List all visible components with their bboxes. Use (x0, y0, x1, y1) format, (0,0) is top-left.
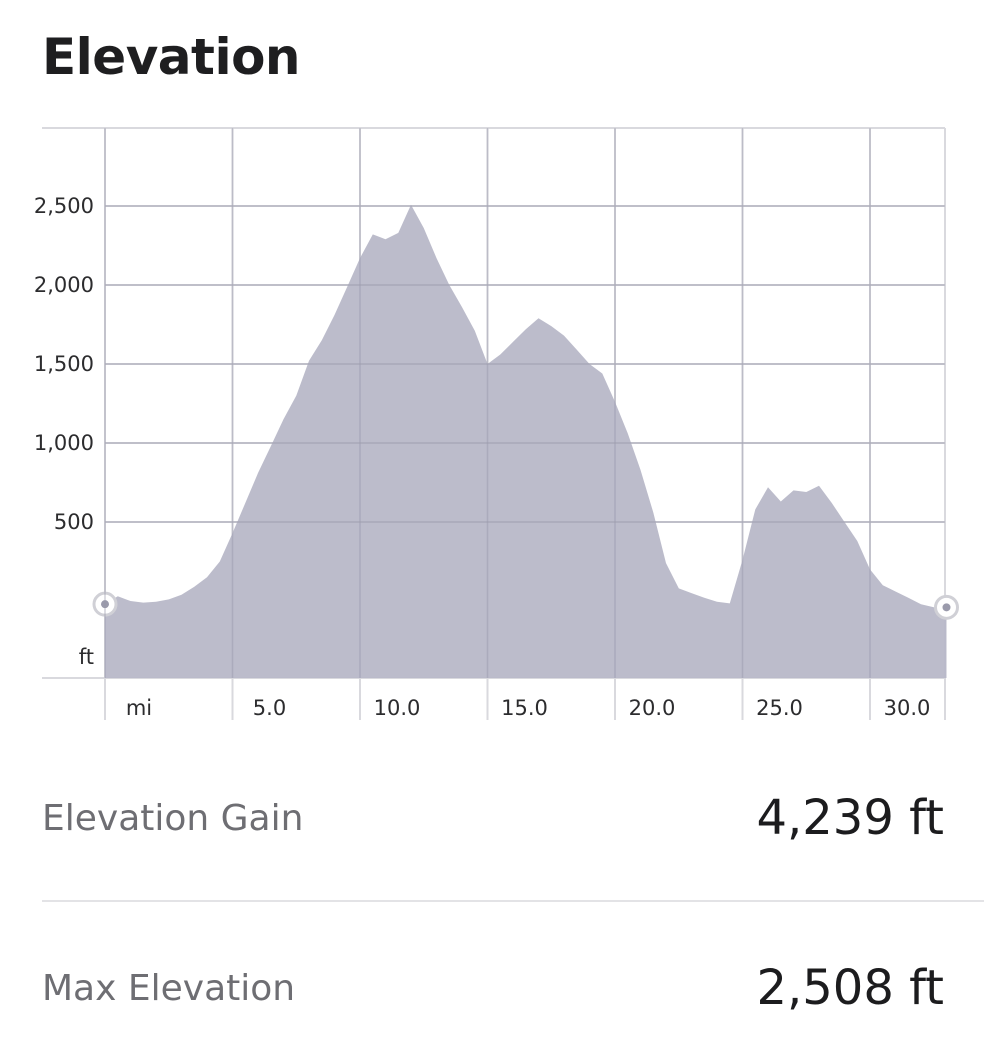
max-elevation-label: Max Elevation (42, 968, 296, 1009)
range-end-handle[interactable] (934, 594, 959, 620)
range-start-handle[interactable] (92, 591, 118, 617)
max-elevation-row: Max Elevation 2,508 ft (42, 960, 944, 1048)
y-axis-unit-label: ft (79, 645, 94, 669)
x-axis-labels: 5.0 10.0 15.0 20.0 25.0 30.0 (253, 696, 931, 720)
elevation-chart: 500 1,000 1,500 2,000 2,500 5.0 10.0 15.0 20.0 2… (34, 127, 959, 720)
range-handles (92, 591, 959, 620)
elevation-gain-row: Elevation Gain 4,239 ft (42, 790, 944, 878)
max-elevation-value: 2,508 ft (756, 960, 944, 1016)
x-tick-label: 15.0 (501, 696, 548, 720)
grid-overlay (104, 128, 945, 678)
page-title: Elevation (42, 28, 301, 86)
y-tick-label: 500 (54, 510, 94, 534)
x-tick-label: 30.0 (884, 696, 931, 720)
y-tick-label: 1,000 (34, 431, 94, 455)
x-axis-unit-label: mi (126, 696, 152, 720)
divider (42, 900, 984, 902)
x-tick-label: 10.0 (374, 696, 421, 720)
y-tick-label: 2,000 (34, 273, 94, 297)
y-axis-labels: 500 1,000 1,500 2,000 2,500 (34, 194, 94, 534)
elevation-area (105, 204, 947, 678)
handle-dot (942, 603, 951, 612)
elevation-gain-value: 4,239 ft (756, 790, 944, 846)
y-tick-label: 1,500 (34, 352, 94, 376)
x-tick-label: 25.0 (756, 696, 803, 720)
handle-dot (101, 600, 109, 609)
y-tick-label: 2,500 (34, 194, 94, 218)
elevation-gain-label: Elevation Gain (42, 798, 304, 839)
x-tick-label: 5.0 (253, 696, 286, 720)
x-tick-label: 20.0 (629, 696, 676, 720)
